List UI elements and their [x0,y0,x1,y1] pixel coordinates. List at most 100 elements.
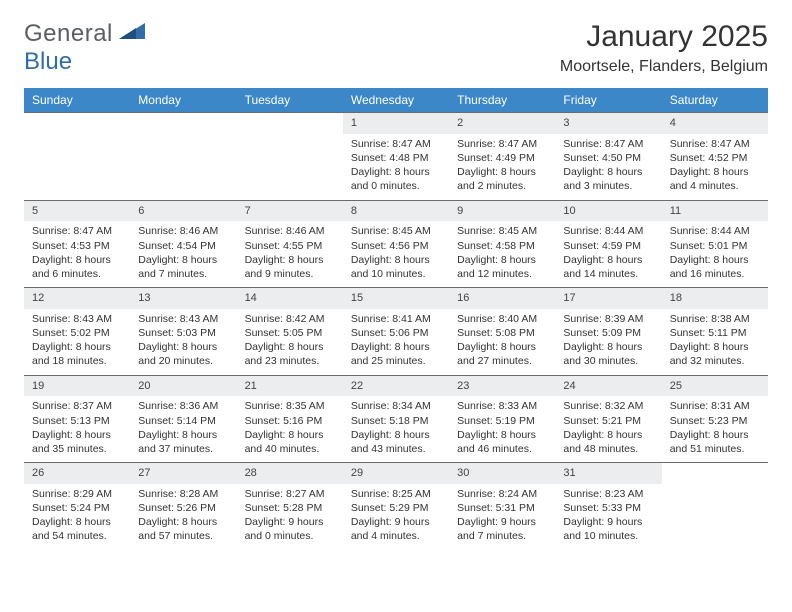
daylight-line: Daylight: 8 hours and 30 minutes. [563,340,653,368]
day-number [24,113,130,134]
day-cell: 29Sunrise: 8:25 AMSunset: 5:29 PMDayligh… [343,463,449,550]
daylight-line: Daylight: 8 hours and 37 minutes. [138,428,228,456]
daylight-line: Daylight: 8 hours and 4 minutes. [670,165,760,193]
day-body: Sunrise: 8:28 AMSunset: 5:26 PMDaylight:… [130,484,236,550]
sunrise-line: Sunrise: 8:38 AM [670,312,760,326]
sunrise-line: Sunrise: 8:44 AM [670,224,760,238]
sunset-line: Sunset: 5:09 PM [563,326,653,340]
week-row: 1Sunrise: 8:47 AMSunset: 4:48 PMDaylight… [24,112,768,200]
day-header-cell: Saturday [662,88,768,112]
day-cell: 13Sunrise: 8:43 AMSunset: 5:03 PMDayligh… [130,288,236,375]
sunrise-line: Sunrise: 8:35 AM [245,399,335,413]
day-cell: 16Sunrise: 8:40 AMSunset: 5:08 PMDayligh… [449,288,555,375]
day-cell: 4Sunrise: 8:47 AMSunset: 4:52 PMDaylight… [662,113,768,200]
sunrise-line: Sunrise: 8:25 AM [351,487,441,501]
day-cell: 2Sunrise: 8:47 AMSunset: 4:49 PMDaylight… [449,113,555,200]
sunrise-line: Sunrise: 8:29 AM [32,487,122,501]
day-cell: 5Sunrise: 8:47 AMSunset: 4:53 PMDaylight… [24,201,130,288]
sunrise-line: Sunrise: 8:45 AM [457,224,547,238]
sunset-line: Sunset: 5:33 PM [563,501,653,515]
daylight-line: Daylight: 9 hours and 0 minutes. [245,515,335,543]
day-number: 10 [555,201,661,222]
logo: General [24,20,145,48]
day-number: 15 [343,288,449,309]
sunrise-line: Sunrise: 8:28 AM [138,487,228,501]
day-number: 23 [449,376,555,397]
logo-text-general: General [24,20,113,48]
day-cell: 17 Sunrise: 8:39 AMSunset: 5:09 PMDayligh… [555,288,661,375]
daylight-line: Daylight: 9 hours and 10 minutes. [563,515,653,543]
day-body: Sunrise: 8:23 AMSunset: 5:33 PMDaylight:… [555,484,661,550]
daylight-line: Daylight: 8 hours and 54 minutes. [32,515,122,543]
day-cell: 11Sunrise: 8:44 AMSunset: 5:01 PMDayligh… [662,201,768,288]
day-number: 12 [24,288,130,309]
day-cell: 20Sunrise: 8:36 AMSunset: 5:14 PMDayligh… [130,376,236,463]
sunrise-line: Sunrise: 8:32 AM [563,399,653,413]
day-cell: 9Sunrise: 8:45 AMSunset: 4:58 PMDaylight… [449,201,555,288]
sunset-line: Sunset: 5:24 PM [32,501,122,515]
day-number: 1 [343,113,449,134]
day-header-cell: Wednesday [343,88,449,112]
logo-triangle-icon [119,21,145,41]
daylight-line: Daylight: 8 hours and 46 minutes. [457,428,547,456]
sunrise-line: Sunrise: 8:47 AM [670,137,760,151]
day-cell [237,113,343,200]
day-cell: 18Sunrise: 8:38 AMSunset: 5:11 PMDayligh… [662,288,768,375]
sunrise-line: Sunrise: 8:39 AM [563,312,653,326]
day-body: Sunrise: 8:41 AMSunset: 5:06 PMDaylight:… [343,309,449,375]
sunset-line: Sunset: 5:18 PM [351,414,441,428]
sunset-line: Sunset: 4:53 PM [32,239,122,253]
daylight-line: Daylight: 8 hours and 20 minutes. [138,340,228,368]
day-number: 18 [662,288,768,309]
day-number: 27 [130,463,236,484]
day-cell: 30Sunrise: 8:24 AMSunset: 5:31 PMDayligh… [449,463,555,550]
day-number: 19 [24,376,130,397]
sunrise-line: Sunrise: 8:47 AM [563,137,653,151]
daylight-line: Daylight: 8 hours and 48 minutes. [563,428,653,456]
sunset-line: Sunset: 5:02 PM [32,326,122,340]
day-cell: 15Sunrise: 8:41 AMSunset: 5:06 PMDayligh… [343,288,449,375]
week-row: 19Sunrise: 8:37 AMSunset: 5:13 PMDayligh… [24,375,768,463]
daylight-line: Daylight: 8 hours and 25 minutes. [351,340,441,368]
sunset-line: Sunset: 4:58 PM [457,239,547,253]
day-header-cell: Sunday [24,88,130,112]
day-number [130,113,236,134]
day-body: Sunrise: 8:47 AMSunset: 4:48 PMDaylight:… [343,134,449,200]
day-cell: 1Sunrise: 8:47 AMSunset: 4:48 PMDaylight… [343,113,449,200]
sunrise-line: Sunrise: 8:43 AM [138,312,228,326]
day-number: 29 [343,463,449,484]
day-cell: 19Sunrise: 8:37 AMSunset: 5:13 PMDayligh… [24,376,130,463]
day-body: Sunrise: 8:32 AMSunset: 5:21 PMDaylight:… [555,396,661,462]
daylight-line: Daylight: 8 hours and 6 minutes. [32,253,122,281]
day-body: Sunrise: 8:24 AMSunset: 5:31 PMDaylight:… [449,484,555,550]
month-title: January 2025 [560,20,768,54]
day-number: 4 [662,113,768,134]
day-body: Sunrise: 8:43 AMSunset: 5:03 PMDaylight:… [130,309,236,375]
day-cell [130,113,236,200]
sunrise-line: Sunrise: 8:44 AM [563,224,653,238]
sunset-line: Sunset: 5:05 PM [245,326,335,340]
sunrise-line: Sunrise: 8:46 AM [245,224,335,238]
day-body: Sunrise: 8:42 AMSunset: 5:05 PMDaylight:… [237,309,343,375]
daylight-line: Daylight: 8 hours and 35 minutes. [32,428,122,456]
daylight-line: Daylight: 8 hours and 32 minutes. [670,340,760,368]
day-number: 14 [237,288,343,309]
daylight-line: Daylight: 8 hours and 57 minutes. [138,515,228,543]
daylight-line: Daylight: 8 hours and 9 minutes. [245,253,335,281]
sunrise-line: Sunrise: 8:46 AM [138,224,228,238]
sunrise-line: Sunrise: 8:31 AM [670,399,760,413]
daylight-line: Daylight: 9 hours and 4 minutes. [351,515,441,543]
daylight-line: Daylight: 8 hours and 40 minutes. [245,428,335,456]
day-number: 28 [237,463,343,484]
day-body: Sunrise: 8:38 AMSunset: 5:11 PMDaylight:… [662,309,768,375]
sunset-line: Sunset: 4:49 PM [457,151,547,165]
sunrise-line: Sunrise: 8:24 AM [457,487,547,501]
sunset-line: Sunset: 5:06 PM [351,326,441,340]
day-number: 17 [555,288,661,309]
day-cell: 12Sunrise: 8:43 AMSunset: 5:02 PMDayligh… [24,288,130,375]
day-cell: 23Sunrise: 8:33 AMSunset: 5:19 PMDayligh… [449,376,555,463]
day-header-cell: Monday [130,88,236,112]
sunset-line: Sunset: 4:54 PM [138,239,228,253]
day-number: 21 [237,376,343,397]
sunset-line: Sunset: 5:23 PM [670,414,760,428]
